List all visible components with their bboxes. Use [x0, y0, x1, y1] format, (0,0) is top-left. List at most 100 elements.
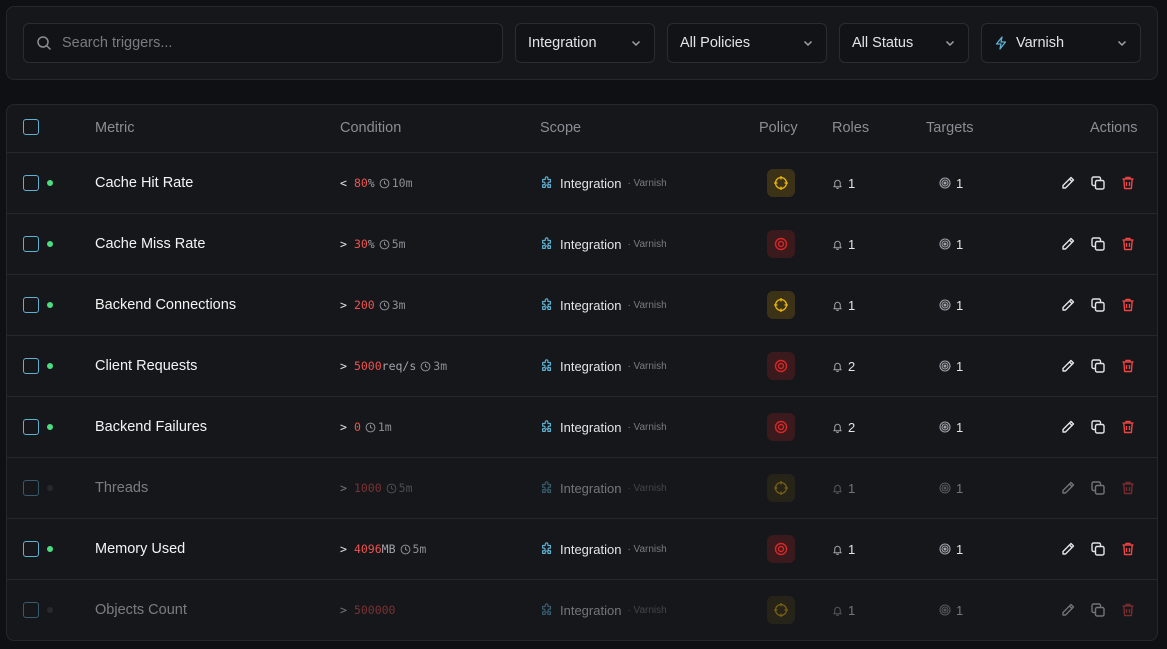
scope-integration: · Varnish: [627, 360, 667, 372]
trash-icon[interactable]: [1119, 540, 1137, 558]
trash-icon[interactable]: [1119, 296, 1137, 314]
crosshair-icon[interactable]: [767, 291, 795, 319]
trash-icon[interactable]: [1119, 479, 1137, 497]
copy-icon[interactable]: [1089, 540, 1107, 558]
condition-duration: 3m: [420, 359, 447, 373]
row-checkbox[interactable]: [23, 358, 39, 374]
roles-cell: 1: [832, 214, 855, 274]
copy-icon[interactable]: [1089, 357, 1107, 375]
duplicate-action: [1089, 580, 1107, 640]
delete-action: [1119, 275, 1137, 335]
header-metric[interactable]: Metric: [95, 120, 135, 136]
roles-count: 2: [848, 419, 856, 435]
trash-icon[interactable]: [1119, 418, 1137, 436]
condition-threshold: 0: [353, 420, 361, 434]
row-checkbox[interactable]: [23, 297, 39, 313]
crosshair-icon[interactable]: [767, 596, 795, 624]
policy-cell: [767, 275, 795, 335]
select-all-checkbox[interactable]: [23, 119, 39, 135]
condition-threshold: 500000: [353, 603, 396, 617]
puzzle-icon: [540, 420, 554, 434]
copy-icon[interactable]: [1089, 479, 1107, 497]
target-icon[interactable]: [767, 230, 795, 258]
header-condition[interactable]: Condition: [340, 120, 402, 136]
copy-icon[interactable]: [1089, 235, 1107, 253]
table-row[interactable]: Client Requests >5000 req/s 3m Integration · …: [7, 336, 1157, 397]
targets-count: 1: [956, 602, 964, 618]
search-field[interactable]: [23, 23, 503, 63]
header-targets[interactable]: Targets: [926, 120, 974, 136]
copy-icon[interactable]: [1089, 418, 1107, 436]
trash-icon[interactable]: [1119, 601, 1137, 619]
pencil-icon[interactable]: [1059, 296, 1077, 314]
search-input[interactable]: [62, 35, 482, 51]
pencil-icon[interactable]: [1059, 235, 1077, 253]
crosshair-icon[interactable]: [767, 474, 795, 502]
pencil-icon[interactable]: [1059, 357, 1077, 375]
table-row[interactable]: Backend Connections >200 3m Integration · Va…: [7, 275, 1157, 336]
disabled-status-dot: [47, 485, 53, 491]
row-select-cell: [23, 336, 39, 396]
row-checkbox[interactable]: [23, 480, 39, 496]
row-checkbox[interactable]: [23, 236, 39, 252]
target-icon[interactable]: [767, 535, 795, 563]
duration-value: 5m: [391, 237, 406, 251]
row-checkbox[interactable]: [23, 541, 39, 557]
roles-count: 2: [848, 358, 856, 374]
trash-icon[interactable]: [1119, 174, 1137, 192]
target-icon[interactable]: [767, 413, 795, 441]
trash-icon[interactable]: [1119, 357, 1137, 375]
crosshair-icon[interactable]: [767, 169, 795, 197]
pencil-icon[interactable]: [1059, 418, 1077, 436]
row-checkbox[interactable]: [23, 602, 39, 618]
table-row[interactable]: Cache Hit Rate <80% 10m Integration · Varnis…: [7, 153, 1157, 214]
policy-cell: [767, 153, 795, 213]
roles-cell: 1: [832, 275, 855, 335]
table-row[interactable]: Cache Miss Rate >30% 5m Integration · Varnis…: [7, 214, 1157, 275]
condition-operator: >: [340, 420, 347, 434]
copy-icon[interactable]: [1089, 296, 1107, 314]
duration-value: 5m: [398, 481, 413, 495]
header-roles[interactable]: Roles: [832, 120, 870, 136]
table-row[interactable]: Backend Failures >0 1m Integration · Varnish…: [7, 397, 1157, 458]
status-cell: [47, 458, 53, 518]
copy-icon[interactable]: [1089, 174, 1107, 192]
status-select[interactable]: All Status: [839, 23, 969, 63]
header-scope[interactable]: Scope: [540, 120, 582, 136]
row-checkbox[interactable]: [23, 175, 39, 191]
table-row[interactable]: Threads >1000 5m Integration · Varnish 1 1: [7, 458, 1157, 519]
pencil-icon[interactable]: [1059, 601, 1077, 619]
enabled-status-dot: [47, 180, 53, 186]
metric-cell: Cache Hit Rate: [95, 153, 193, 213]
table-row[interactable]: Objects Count >500000 Integration · Varnish…: [7, 580, 1157, 640]
row-checkbox[interactable]: [23, 419, 39, 435]
pencil-icon[interactable]: [1059, 540, 1077, 558]
target-icon[interactable]: [767, 352, 795, 380]
duplicate-action: [1089, 214, 1107, 274]
scope-cell: Integration · Varnish: [540, 153, 667, 213]
condition-unit: req/s: [381, 359, 417, 373]
table-row[interactable]: Memory Used >4096 MB 5m Integration · Varnish…: [7, 519, 1157, 580]
pencil-icon[interactable]: [1059, 174, 1077, 192]
pencil-icon[interactable]: [1059, 479, 1077, 497]
condition-threshold: 200: [353, 298, 375, 312]
scope-cell: Integration · Varnish: [540, 275, 667, 335]
scope-cell: Integration · Varnish: [540, 519, 667, 579]
row-select-cell: [23, 153, 39, 213]
targets-cell: 1: [939, 458, 963, 518]
scope-select[interactable]: Integration: [515, 23, 655, 63]
condition-duration: 5m: [400, 542, 426, 556]
metric-cell: Client Requests: [95, 336, 197, 396]
condition-threshold: 1000: [353, 481, 382, 495]
bell-icon: [832, 239, 843, 250]
integration-select[interactable]: Varnish: [981, 23, 1141, 63]
header-policy[interactable]: Policy: [759, 120, 798, 136]
trash-icon[interactable]: [1119, 235, 1137, 253]
targets-count: 1: [956, 358, 964, 374]
scope-name: Integration: [560, 541, 622, 557]
condition-duration: 5m: [379, 237, 406, 251]
copy-icon[interactable]: [1089, 601, 1107, 619]
policy-select[interactable]: All Policies: [667, 23, 827, 63]
condition-threshold: 30: [353, 237, 368, 251]
puzzle-icon: [540, 481, 554, 495]
